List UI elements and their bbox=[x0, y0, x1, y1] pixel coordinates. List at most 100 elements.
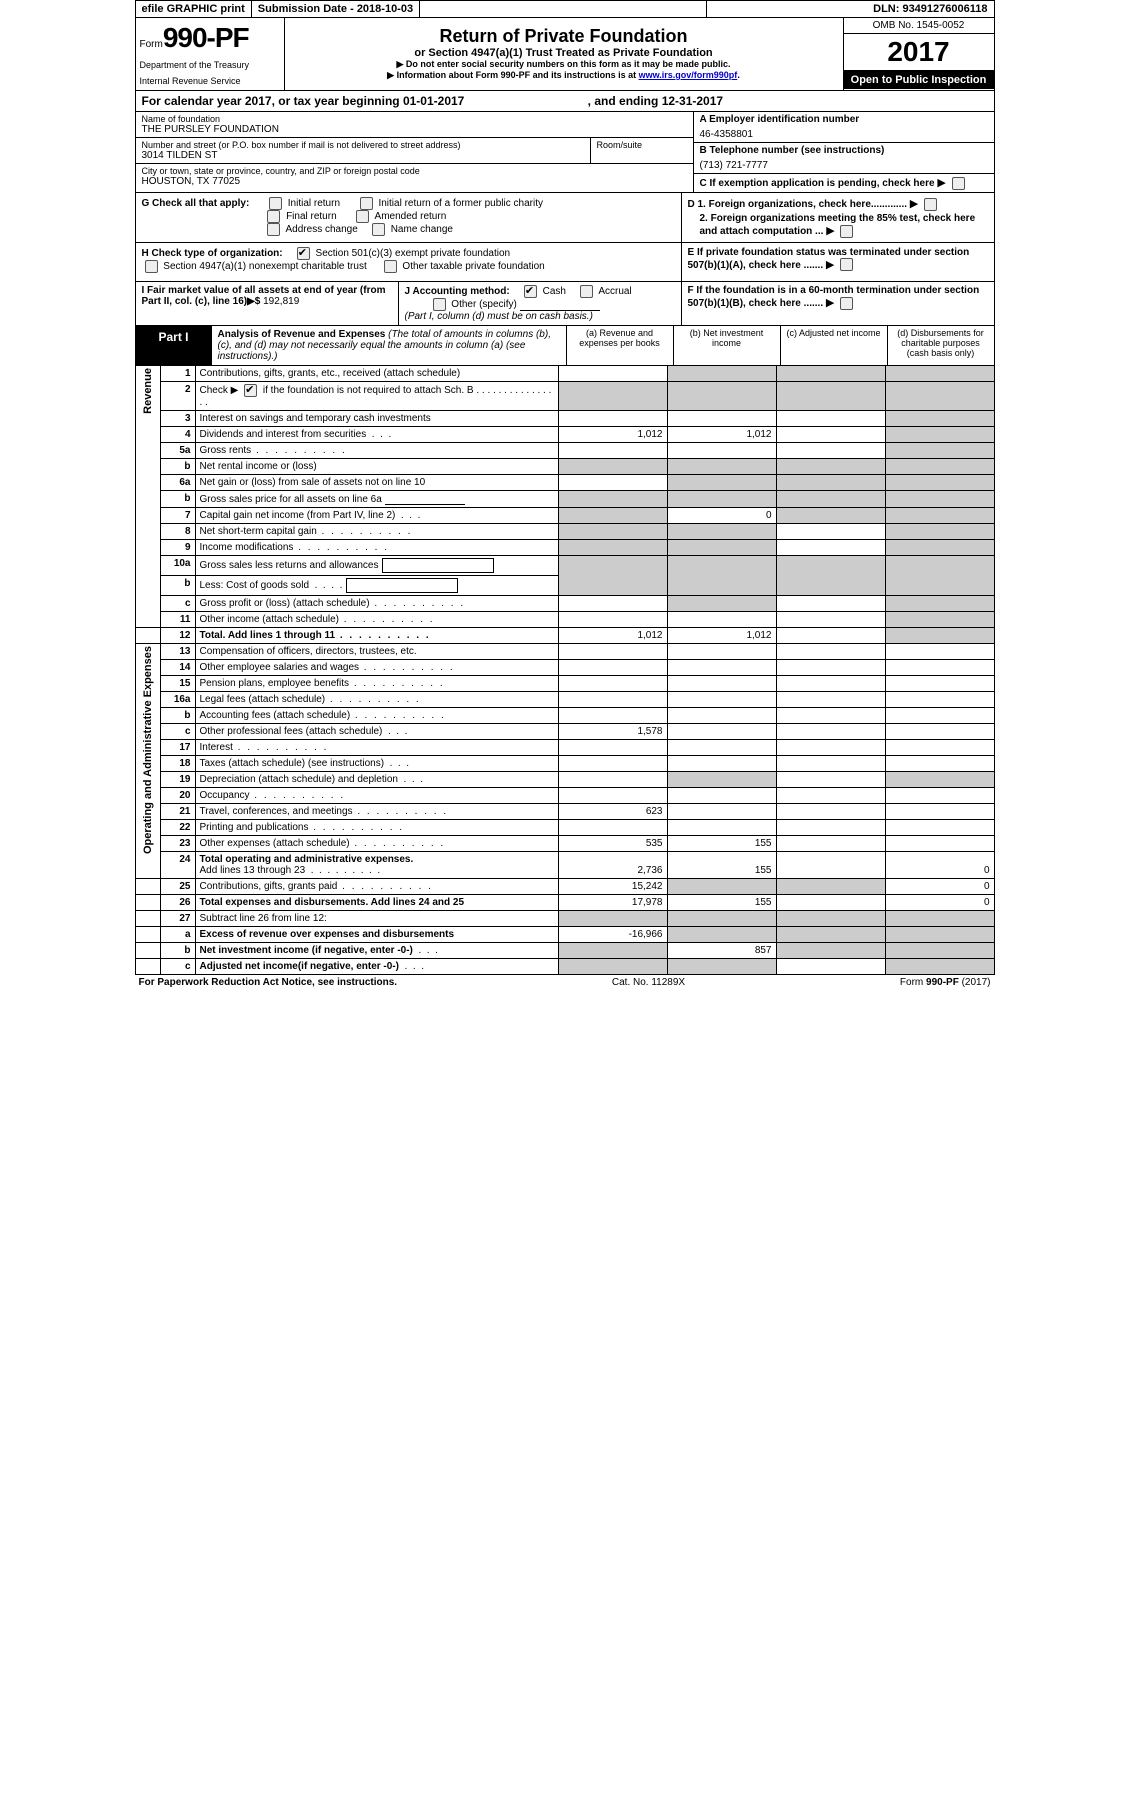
table-row: 22 Printing and publications bbox=[135, 819, 994, 835]
line-3-no: 3 bbox=[160, 410, 195, 426]
table-row: 12 Total. Add lines 1 through 11 1,012 1… bbox=[135, 627, 994, 643]
col-d-head: (d) Disbursements for charitable purpose… bbox=[887, 326, 994, 365]
line-2-no: 2 bbox=[160, 381, 195, 410]
line-9-desc: Income modifications bbox=[195, 539, 558, 555]
address-row: Number and street (or P.O. box number if… bbox=[136, 138, 693, 164]
line-1-d bbox=[885, 366, 994, 382]
table-row: 24 Total operating and administrative ex… bbox=[135, 851, 994, 878]
line-24-no: 24 bbox=[160, 851, 195, 878]
f-checkbox[interactable] bbox=[840, 297, 853, 310]
line-26-a: 17,978 bbox=[558, 894, 667, 910]
table-row: 7 Capital gain net income (from Part IV,… bbox=[135, 507, 994, 523]
e-row: E If private foundation status was termi… bbox=[682, 242, 994, 276]
schb-checkbox[interactable] bbox=[244, 384, 257, 397]
table-row: 18 Taxes (attach schedule) (see instruct… bbox=[135, 755, 994, 771]
line-26-d: 0 bbox=[885, 894, 994, 910]
line-24-a: 2,736 bbox=[558, 851, 667, 878]
g-amended-cb[interactable] bbox=[356, 210, 369, 223]
d1-label: D 1. Foreign organizations, check here..… bbox=[688, 199, 908, 210]
line-22-no: 22 bbox=[160, 819, 195, 835]
d1-checkbox[interactable] bbox=[924, 198, 937, 211]
submission-date: Submission Date - 2018-10-03 bbox=[252, 1, 420, 17]
cash-checkbox[interactable] bbox=[524, 285, 537, 298]
table-row: 16a Legal fees (attach schedule) bbox=[135, 691, 994, 707]
h-4947-cb[interactable] bbox=[145, 260, 158, 273]
top-bar: efile GRAPHIC print Submission Date - 20… bbox=[135, 0, 995, 18]
line-9-no: 9 bbox=[160, 539, 195, 555]
g-name-change-cb[interactable] bbox=[372, 223, 385, 236]
g-label: G Check all that apply: bbox=[142, 198, 250, 209]
line-24-d: 0 bbox=[885, 851, 994, 878]
open-to-public: Open to Public Inspection bbox=[844, 71, 994, 89]
g-initial-return-cb[interactable] bbox=[269, 197, 282, 210]
other-method-checkbox[interactable] bbox=[433, 298, 446, 311]
accounting-method-cell: J Accounting method: Cash Accrual Other … bbox=[399, 282, 682, 325]
line-16c-a: 1,578 bbox=[558, 723, 667, 739]
calyear-mid: , and ending bbox=[584, 94, 661, 108]
table-row: 25 Contributions, gifts, grants paid 15,… bbox=[135, 878, 994, 894]
line-26-b: 155 bbox=[667, 894, 776, 910]
line-15-no: 15 bbox=[160, 675, 195, 691]
header-mid: Return of Private Foundation or Section … bbox=[285, 18, 843, 90]
line-15-desc: Pension plans, employee benefits bbox=[195, 675, 558, 691]
g-address-change-cb[interactable] bbox=[267, 223, 280, 236]
line-1-c bbox=[776, 366, 885, 382]
accrual-checkbox[interactable] bbox=[580, 285, 593, 298]
part1-label: Part I bbox=[136, 326, 212, 365]
line-20-no: 20 bbox=[160, 787, 195, 803]
calyear-pre: For calendar year 2017, or tax year begi… bbox=[142, 94, 403, 108]
line-6a-no: 6a bbox=[160, 474, 195, 490]
table-row: 20 Occupancy bbox=[135, 787, 994, 803]
dept-irs: Internal Revenue Service bbox=[140, 76, 280, 86]
line-5a-desc: Gross rents bbox=[195, 442, 558, 458]
table-row: b Gross sales price for all assets on li… bbox=[135, 490, 994, 507]
revenue-side-label: Revenue bbox=[135, 366, 160, 628]
c-checkbox[interactable] bbox=[952, 177, 965, 190]
h-501c3-cb[interactable] bbox=[297, 247, 310, 260]
line-5a-no: 5a bbox=[160, 442, 195, 458]
line-12-no: 12 bbox=[160, 627, 195, 643]
telephone-cell: B Telephone number (see instructions) (7… bbox=[694, 143, 994, 174]
form-990pf-page: efile GRAPHIC print Submission Date - 20… bbox=[135, 0, 995, 990]
line-24-desc: Total operating and administrative expen… bbox=[195, 851, 558, 878]
table-row: 21 Travel, conferences, and meetings 623 bbox=[135, 803, 994, 819]
line-1-no: 1 bbox=[160, 366, 195, 382]
line-25-desc: Contributions, gifts, grants paid bbox=[195, 878, 558, 894]
g-o2: Initial return of a former public charit… bbox=[378, 198, 543, 209]
f-cell: F If the foundation is in a 60-month ter… bbox=[682, 282, 994, 325]
line-5b-desc: Net rental income or (loss) bbox=[195, 458, 558, 474]
dept-treasury: Department of the Treasury bbox=[140, 60, 280, 70]
tel-value: (713) 721-7777 bbox=[700, 160, 988, 171]
form-number: 990-PF bbox=[163, 22, 249, 53]
name-label: Name of foundation bbox=[142, 114, 687, 124]
line-8-desc: Net short-term capital gain bbox=[195, 523, 558, 539]
line-23-b: 155 bbox=[667, 835, 776, 851]
e-checkbox[interactable] bbox=[840, 258, 853, 271]
h-other-taxable-cb[interactable] bbox=[384, 260, 397, 273]
h-label: H Check type of organization: bbox=[142, 248, 283, 259]
line-4-no: 4 bbox=[160, 426, 195, 442]
line-27b-no: b bbox=[160, 942, 195, 958]
g-final-return-cb[interactable] bbox=[267, 210, 280, 223]
table-row: 23 Other expenses (attach schedule) 535 … bbox=[135, 835, 994, 851]
j-label: J Accounting method: bbox=[405, 286, 510, 297]
line-2-desc: Check ▶ if the foundation is not require… bbox=[195, 381, 558, 410]
header-right: OMB No. 1545-0052 2017 Open to Public In… bbox=[843, 18, 994, 90]
line-14-desc: Other employee salaries and wages bbox=[195, 659, 558, 675]
d2-checkbox[interactable] bbox=[840, 225, 853, 238]
line-10a-no: 10a bbox=[160, 555, 195, 575]
line-27-no: 27 bbox=[160, 910, 195, 926]
address-label: Number and street (or P.O. box number if… bbox=[142, 140, 584, 150]
g-initial-former-cb[interactable] bbox=[360, 197, 373, 210]
line-17-no: 17 bbox=[160, 739, 195, 755]
line-27c-no: c bbox=[160, 958, 195, 974]
foundation-name-cell: Name of foundation THE PURSLEY FOUNDATIO… bbox=[136, 112, 693, 138]
d2-label: 2. Foreign organizations meeting the 85%… bbox=[700, 213, 976, 237]
page-footer: For Paperwork Reduction Act Notice, see … bbox=[135, 975, 995, 990]
table-row: Revenue 1 Contributions, gifts, grants, … bbox=[135, 366, 994, 382]
line-7-b: 0 bbox=[667, 507, 776, 523]
ein-value: 46-4358801 bbox=[700, 129, 988, 140]
ein-label: A Employer identification number bbox=[700, 114, 988, 125]
line-16a-no: 16a bbox=[160, 691, 195, 707]
instructions-link[interactable]: www.irs.gov/form990pf bbox=[639, 70, 738, 80]
